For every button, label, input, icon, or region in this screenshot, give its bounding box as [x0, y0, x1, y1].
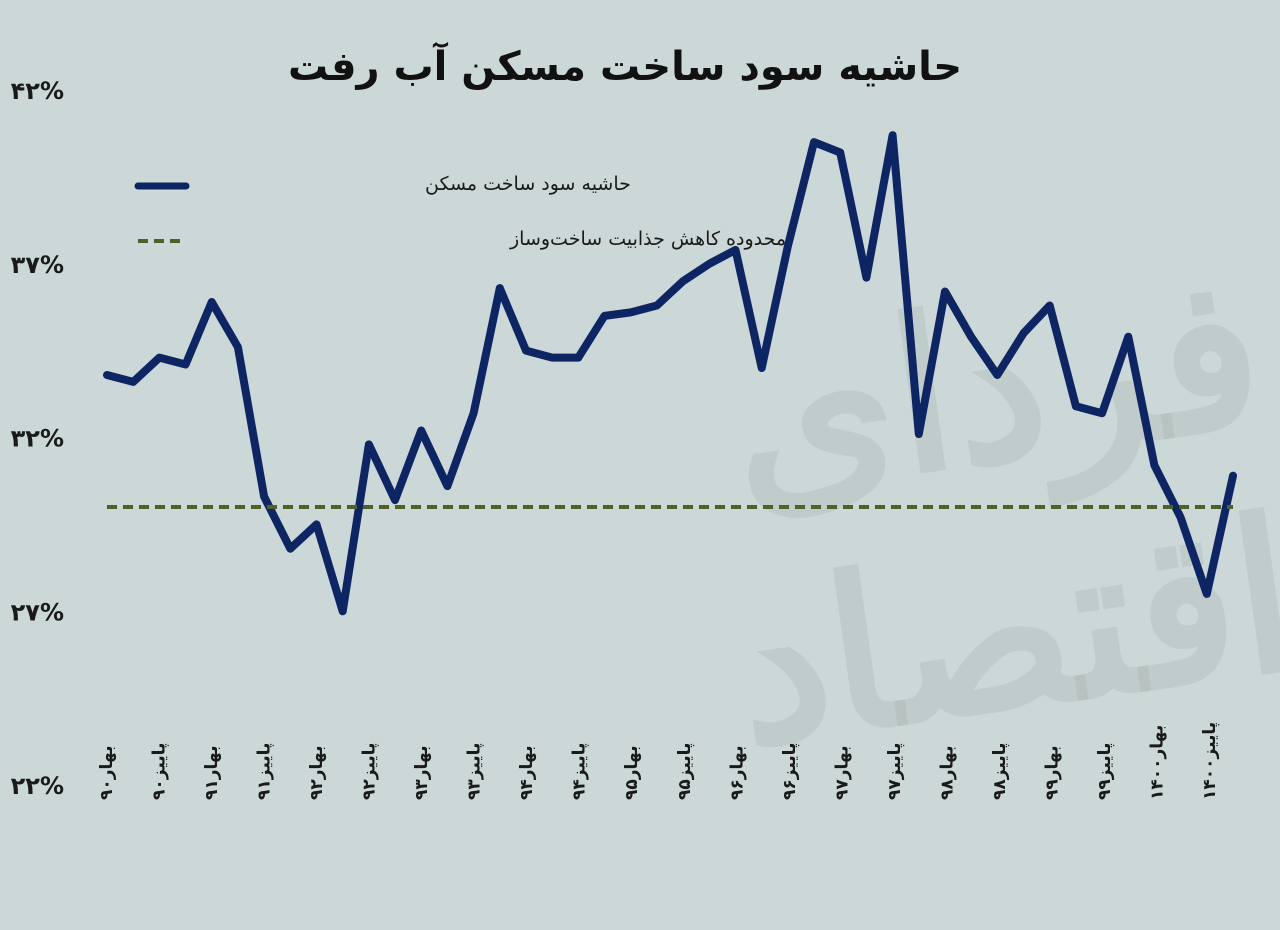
x-tick-label: بهار۱۴۰۰: [1147, 725, 1167, 800]
x-tick-label: پاییز۹۷: [885, 743, 905, 800]
y-tick-label: ۳۲%: [11, 425, 64, 453]
x-tick-label: بهار۹۱: [202, 745, 222, 800]
x-tick-label: پاییز۹۹: [1095, 743, 1115, 800]
x-tick-label: پاییز۹۳: [465, 743, 485, 800]
x-tick-label: بهار۹۳: [412, 745, 432, 800]
x-tick-label: بهار۹۶: [727, 745, 747, 800]
x-tick-label: بهار۹۹: [1042, 745, 1062, 800]
y-tick-label: ۲۷%: [11, 598, 64, 626]
x-tick-label: پاییز۹۵: [675, 743, 695, 800]
x-tick-label: بهار۹۴: [517, 745, 537, 800]
x-tick-label: بهار۹۰: [97, 745, 117, 800]
x-tick-label: پاییز۱۴۰۰: [1200, 722, 1220, 800]
x-tick-label: پاییز۹۴: [570, 743, 590, 800]
x-tick-label: بهار۹۲: [307, 745, 327, 800]
legend-label-margin: حاشیه سود ساخت مسکن: [425, 173, 631, 195]
legend-label-threshold: محدوده کاهش جذابیت ساخت‌وساز: [509, 228, 786, 250]
x-tick-label: پاییز۹۸: [990, 743, 1010, 800]
x-tick-label: پاییز۹۶: [780, 743, 800, 800]
x-tick-label: بهار۹۸: [937, 745, 957, 800]
x-tick-label: بهار۹۵: [622, 745, 642, 800]
x-tick-label: بهار۹۷: [832, 745, 852, 800]
chart-title: حاشیه سود ساخت مسکن آب رفت: [287, 44, 963, 90]
margin-series-line: [103, 131, 1237, 616]
y-tick-label: ۴۲%: [11, 77, 64, 105]
x-tick-label: پاییز۹۲: [360, 743, 380, 800]
series-layer: [103, 131, 1237, 616]
y-tick-label: ۲۲%: [11, 772, 64, 800]
x-axis: بهار۹۰ پاییز۹۰ بهار۹۱ پاییز۹۱ بهار۹۲ پاییز۹۲ ب…: [97, 722, 1220, 800]
legend: حاشیه سود ساخت مسکن محدوده کاهش جذابیت س…: [134, 173, 786, 250]
y-tick-label: ۳۷%: [11, 251, 64, 279]
x-tick-label: پاییز۹۰: [150, 743, 170, 800]
x-tick-label: پاییز۹۱: [255, 743, 275, 800]
y-axis: ۲۲% ۲۷% ۳۲% ۳۷% ۴۲%: [11, 77, 64, 800]
